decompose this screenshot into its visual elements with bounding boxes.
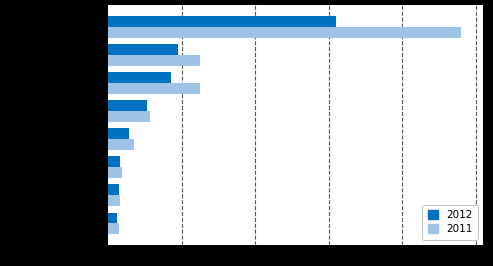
Bar [108, 83, 200, 94]
Bar [108, 16, 336, 27]
Bar [108, 128, 129, 139]
Bar [108, 100, 146, 111]
Bar [108, 111, 150, 122]
Bar [108, 167, 122, 178]
Bar [108, 139, 134, 150]
Bar [108, 195, 120, 206]
Bar [108, 44, 178, 55]
Bar [108, 223, 119, 234]
Bar [108, 55, 200, 65]
Legend: 2012, 2011: 2012, 2011 [423, 205, 478, 239]
Bar [108, 156, 120, 167]
Bar [108, 185, 119, 195]
Bar [108, 213, 117, 223]
Bar [108, 72, 171, 83]
Bar [108, 27, 461, 38]
